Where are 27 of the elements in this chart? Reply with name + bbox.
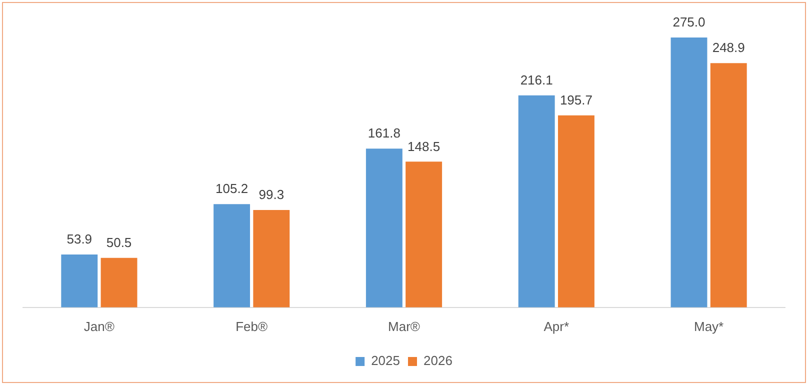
- data-label: 275.0: [672, 14, 706, 30]
- bar: [710, 63, 747, 308]
- x-tick-label: May*: [694, 318, 724, 334]
- data-label: 148.5: [408, 138, 440, 154]
- bar: [518, 95, 555, 308]
- bar: [366, 148, 402, 308]
- data-label: 99.3: [258, 187, 284, 202]
- bar: [214, 204, 250, 308]
- data-label: 53.9: [66, 232, 92, 247]
- x-tick-label: Jan®: [84, 318, 115, 334]
- x-tick-label: Apr*: [544, 318, 570, 334]
- data-label: 105.2: [216, 181, 248, 196]
- data-label: 248.9: [712, 40, 745, 56]
- data-label: 161.8: [368, 126, 400, 141]
- data-label: 50.5: [106, 234, 132, 250]
- bar: [61, 254, 98, 308]
- legend-label: 2025: [371, 353, 400, 368]
- bar: [100, 258, 138, 308]
- bar: [670, 38, 708, 308]
- bar: [406, 162, 442, 308]
- data-label: 216.1: [520, 72, 553, 88]
- legend-label: 2026: [424, 353, 452, 368]
- bar: [558, 115, 594, 308]
- x-tick-label: Feb®: [236, 318, 268, 334]
- data-label: 195.7: [560, 92, 592, 108]
- x-tick-label: Mar®: [388, 318, 420, 334]
- bar: [253, 210, 290, 308]
